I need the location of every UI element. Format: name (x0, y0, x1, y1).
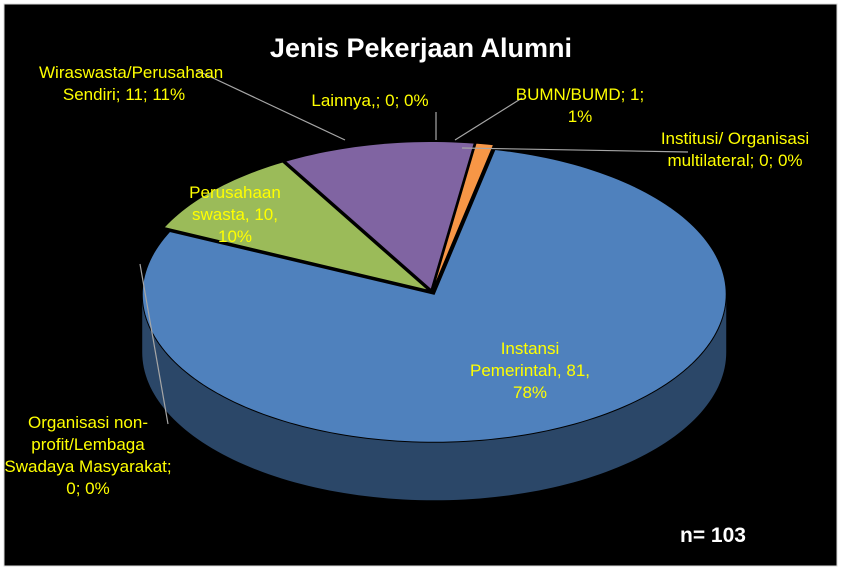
data-label: Organisasi non-profit/Lembaga Swadaya Ma… (4, 413, 172, 498)
leader-line (461, 147, 689, 153)
data-label: Lainnya,; 0; 0% (311, 91, 429, 110)
data-label: Instansi Pemerintah, 81, 78% (469, 339, 590, 402)
data-label: Perusahaan swasta, 10, 10% (189, 183, 281, 246)
annotation: n= 103 (680, 524, 746, 547)
data-label: Wiraswasta/Perusahaan Sendiri; 11; 11% (39, 63, 224, 104)
data-label: Institusi/ Organisasi multilateral; 0; 0… (660, 129, 810, 170)
leader-lines (139, 69, 689, 425)
slice (284, 141, 475, 291)
data-label: BUMN/BUMD; 1; 1% (515, 85, 645, 126)
chart-title: Jenis Pekerjaan Alumni (269, 33, 573, 63)
slice (162, 161, 429, 291)
leader-line (195, 69, 346, 141)
slice-side (142, 294, 727, 501)
leader-line (139, 263, 169, 425)
slice (141, 148, 727, 443)
slice (432, 142, 495, 290)
pie (141, 141, 727, 501)
leader-line (454, 97, 523, 141)
